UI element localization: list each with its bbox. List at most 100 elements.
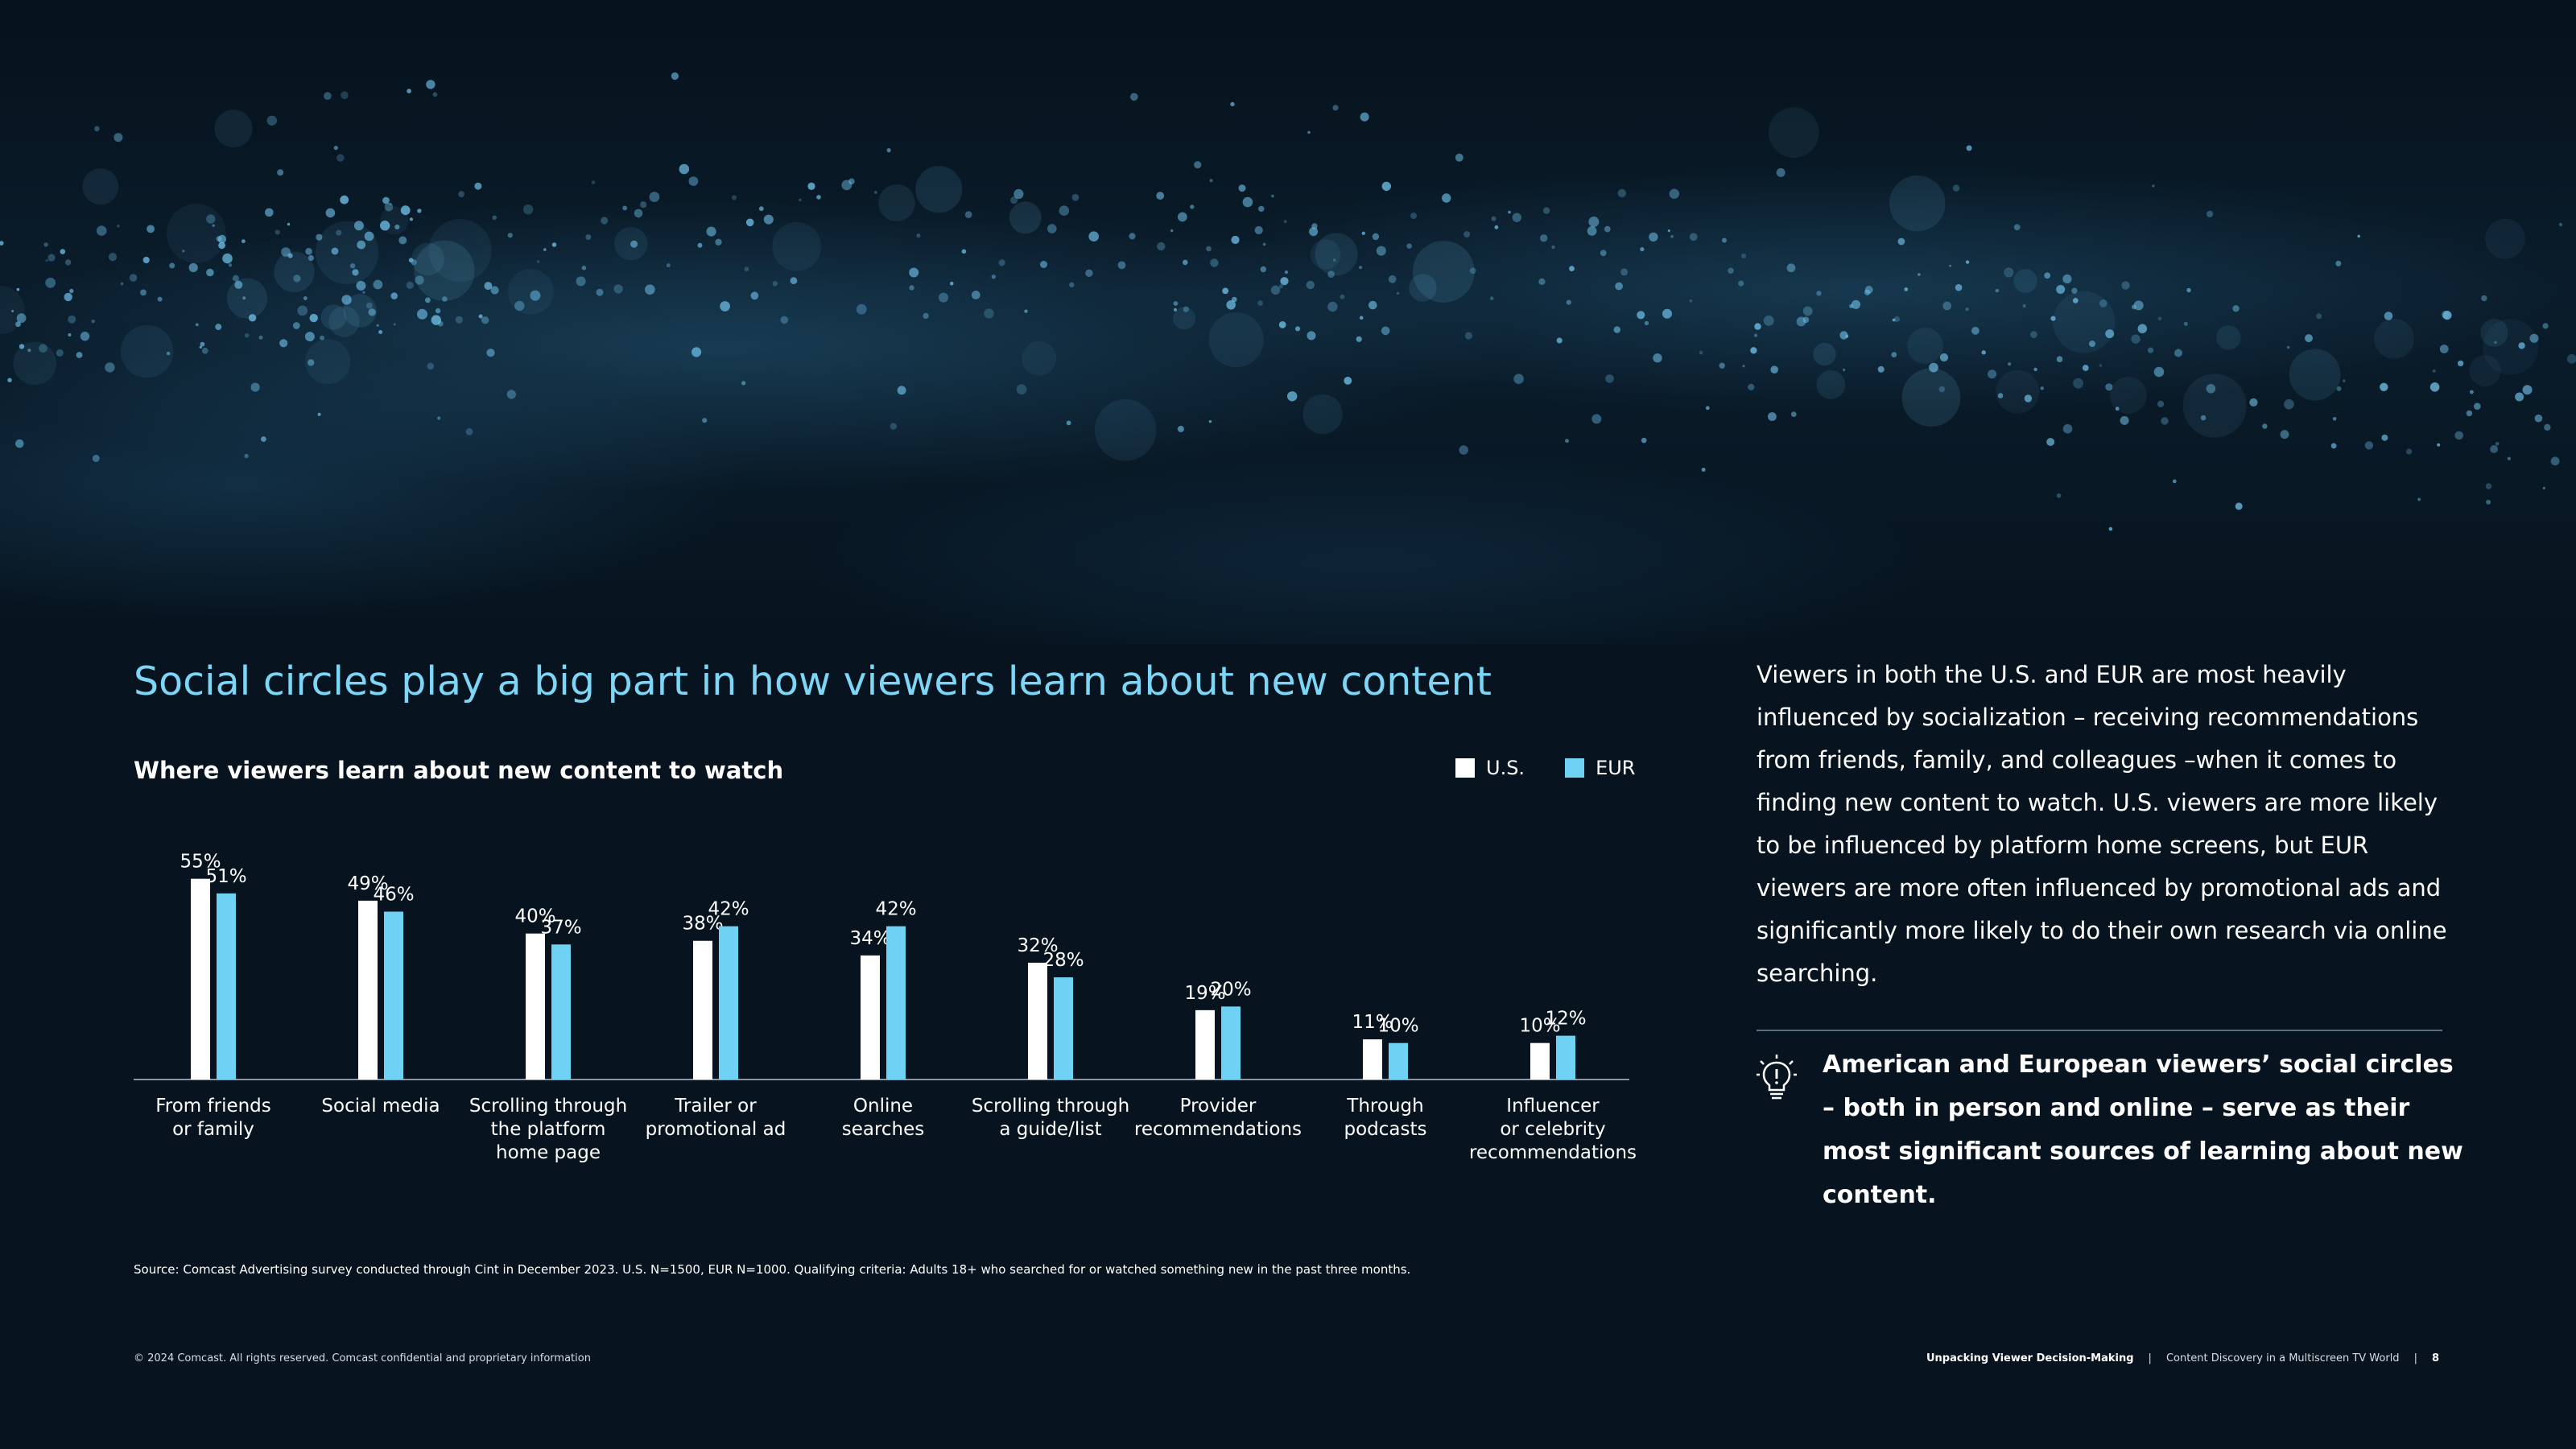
particle-dot — [1667, 229, 1670, 233]
particle-dot — [1750, 347, 1757, 354]
particle-dot — [94, 126, 100, 132]
particle-dot — [2056, 356, 2063, 363]
particle-dot — [336, 229, 342, 236]
particle-dot — [816, 195, 821, 200]
particle-dot — [2099, 299, 2107, 308]
particle-dot — [1238, 184, 1246, 192]
particle-dot — [1412, 241, 1475, 303]
particle-dot — [1995, 288, 2000, 293]
particle-dot — [266, 115, 277, 126]
particle-dot — [16, 313, 27, 324]
particle-dot — [1302, 394, 1343, 435]
particle-dot — [2137, 324, 2148, 334]
particle-dot — [1699, 350, 1703, 355]
data-label: 46% — [373, 884, 414, 905]
particle-dot — [1332, 105, 1339, 111]
particle-dot — [2071, 287, 2078, 294]
particle-dot — [1939, 353, 1949, 362]
particle-dot — [1022, 341, 1057, 376]
particle-dot — [697, 242, 703, 248]
particle-dot — [108, 253, 118, 262]
particle-dot — [2022, 304, 2026, 308]
particle-dot — [1565, 439, 1569, 444]
particle-dot — [2542, 486, 2545, 489]
particle-dot — [1897, 237, 1905, 246]
particle-dot — [212, 224, 215, 227]
particle-dot — [2332, 417, 2337, 421]
particle-dot — [1459, 445, 1468, 455]
particle-dot — [368, 308, 376, 316]
particle-dot — [1669, 188, 1679, 199]
particle-dot — [1741, 253, 1747, 258]
particle-dot — [1232, 296, 1237, 303]
x-tick-label: Scrolling through the platform home page — [469, 1096, 628, 1163]
particle-dot — [1538, 278, 1546, 285]
particle-dot — [2417, 497, 2421, 502]
particle-dot — [581, 266, 587, 270]
bar-eur — [384, 911, 403, 1080]
particle-dot — [1965, 260, 1970, 264]
particle-dot — [415, 275, 424, 285]
particle-dot — [222, 253, 233, 264]
particle-dot — [1016, 384, 1027, 395]
particle-dot — [2062, 274, 2072, 284]
particle-dot — [2030, 331, 2037, 339]
particle-dot — [1242, 196, 1253, 208]
legend-item-us: U.S. — [1455, 757, 1525, 779]
particle-dot — [393, 323, 396, 326]
particle-dot — [1512, 213, 1522, 222]
particle-dot — [1641, 437, 1647, 444]
particle-dot — [1640, 247, 1645, 252]
particle-dot — [7, 378, 12, 382]
particle-dot — [2200, 415, 2207, 421]
particle-dot — [1372, 233, 1380, 241]
source-note: Source: Comcast Advertising survey condu… — [134, 1262, 1411, 1277]
data-label: 28% — [1042, 950, 1084, 971]
particle-dot — [1605, 374, 1614, 383]
particle-dot — [1177, 212, 1187, 222]
particle-dot — [1637, 311, 1645, 320]
particle-dot — [2004, 267, 2014, 278]
particle-dot — [1173, 301, 1179, 306]
bar-eur — [1221, 1006, 1241, 1080]
particle-dot — [2534, 414, 2543, 423]
particle-dot — [2174, 349, 2182, 357]
particle-dot — [2183, 321, 2188, 326]
particle-dot — [426, 80, 436, 89]
particle-dot — [1738, 280, 1744, 287]
particle-dot — [1489, 296, 1494, 300]
particle-dot — [92, 454, 100, 462]
particle-dot — [2120, 415, 2129, 425]
particle-dot — [308, 359, 315, 366]
particle-dot — [915, 166, 963, 213]
bar-us — [1363, 1039, 1382, 1080]
particle-dot — [731, 195, 737, 200]
particle-dot — [274, 251, 315, 292]
particle-dot — [1463, 231, 1471, 238]
particle-dot — [331, 247, 339, 255]
particle-dot — [484, 282, 493, 291]
particle-dot — [1904, 287, 1909, 291]
particle-dot — [715, 238, 722, 246]
particle-dot — [790, 277, 798, 285]
particle-dot — [1952, 184, 1960, 192]
particle-dot — [1257, 300, 1263, 306]
particle-dot — [19, 344, 25, 349]
particle-dot — [105, 362, 115, 373]
bar-eur — [1556, 1035, 1575, 1080]
particle-dot — [585, 234, 592, 240]
particle-dot — [1796, 316, 1806, 327]
particle-dot — [998, 259, 1005, 266]
particle-dot — [2466, 410, 2473, 417]
bar-eur — [886, 926, 906, 1080]
particle-dot — [64, 292, 72, 302]
particle-dot — [47, 254, 56, 262]
copyright-note: © 2024 Comcast. All rights reserved. Com… — [134, 1352, 591, 1364]
data-label: 11% — [1352, 1012, 1393, 1033]
particle-dot — [1662, 308, 1672, 319]
particle-dot — [2148, 347, 2154, 353]
particle-dot — [1210, 258, 1219, 267]
particle-dot — [2008, 362, 2012, 366]
x-tick-label: Trailer or promotional ad — [645, 1096, 786, 1140]
particle-dot — [543, 248, 547, 251]
